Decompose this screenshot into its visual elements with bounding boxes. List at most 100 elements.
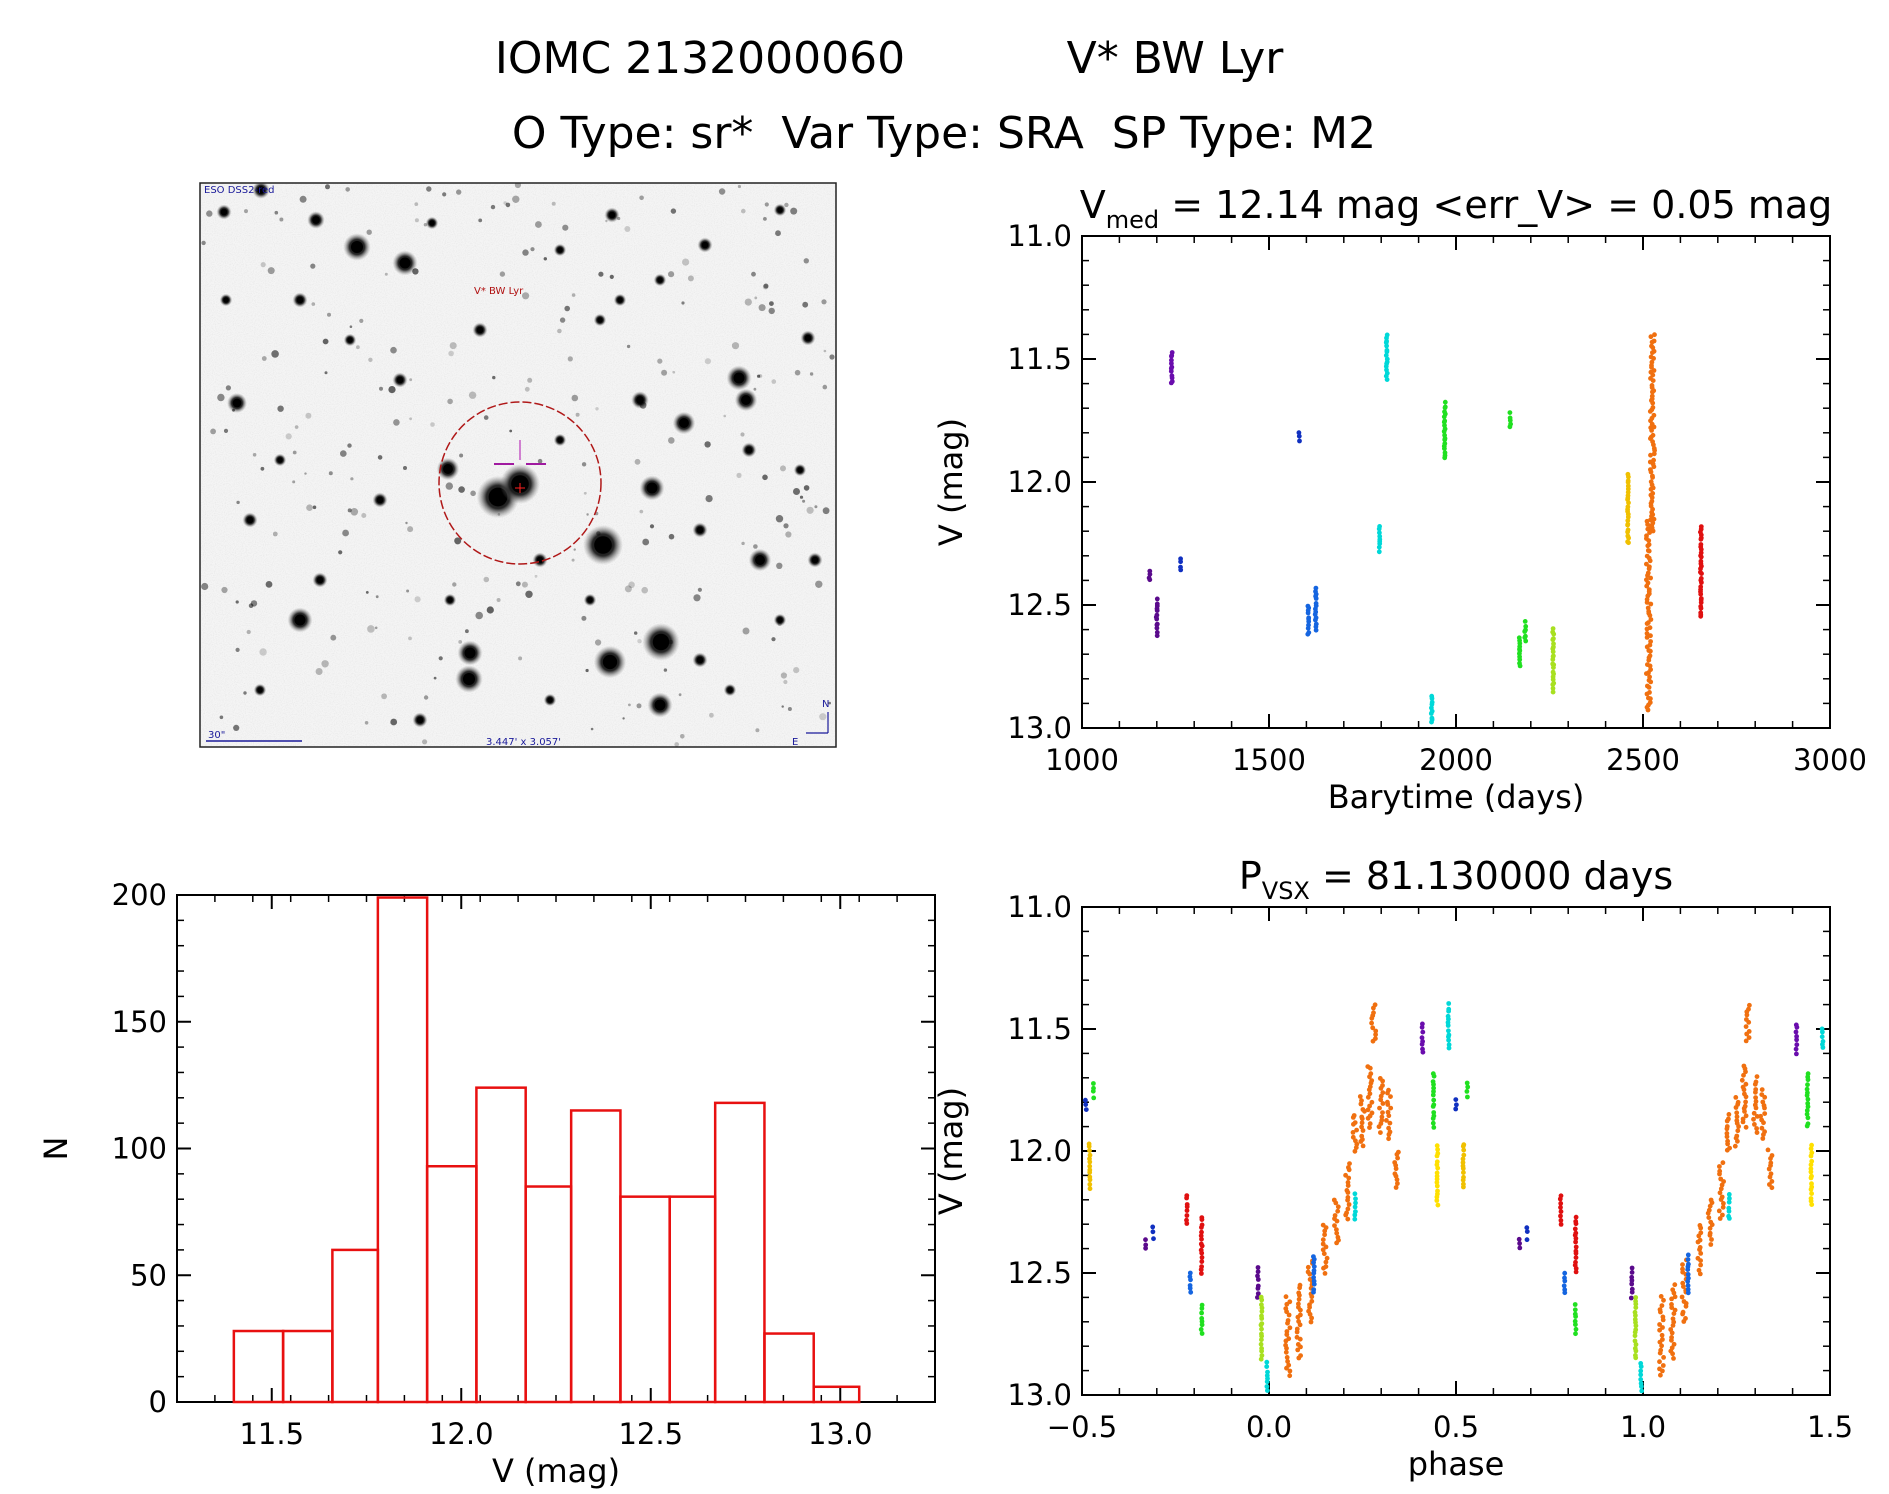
data-point	[1809, 1142, 1814, 1148]
sky-faint-star	[409, 417, 412, 421]
sky-faint-star	[525, 590, 533, 598]
y-axis-label: V (mag)	[932, 1087, 970, 1215]
data-point	[1305, 610, 1311, 616]
plot-frame	[1081, 235, 1831, 729]
data-point	[1759, 1125, 1765, 1131]
data-point	[1346, 1167, 1352, 1173]
data-point	[1087, 1182, 1093, 1187]
sky-faint-star	[777, 621, 782, 627]
data-point	[1657, 1339, 1663, 1345]
data-point	[1367, 1091, 1373, 1097]
data-point	[1446, 1034, 1451, 1040]
data-point	[1794, 1037, 1799, 1043]
data-point	[1743, 1069, 1748, 1075]
data-point	[1087, 1163, 1093, 1169]
data-point	[1264, 1359, 1270, 1365]
data-point	[1150, 1224, 1156, 1230]
sky-faint-star	[384, 272, 388, 276]
data-point	[1573, 1331, 1578, 1337]
sky-faint-star	[763, 283, 769, 289]
x-tick-label: 2500	[1606, 743, 1680, 777]
data-point	[1394, 1152, 1400, 1157]
sky-faint-star	[447, 398, 453, 405]
data-point	[1199, 1217, 1205, 1222]
data-point	[1573, 1266, 1579, 1271]
data-point	[1199, 1306, 1205, 1311]
sky-star-core	[547, 697, 553, 703]
data-point	[1809, 1202, 1815, 1207]
sky-faint-star	[762, 284, 769, 290]
data-point	[1794, 1051, 1799, 1057]
sky-faint-star	[775, 230, 781, 237]
data-point	[1683, 1303, 1689, 1309]
data-point	[1453, 1106, 1459, 1112]
data-point	[1743, 1099, 1748, 1105]
data-point	[1429, 702, 1435, 707]
data-point	[1352, 1148, 1358, 1154]
sky-faint-star	[452, 582, 457, 587]
sky-faint-star	[324, 371, 328, 375]
data-point	[1759, 1087, 1765, 1092]
sky-star-core	[557, 247, 563, 253]
sky-faint-star	[433, 676, 437, 680]
data-point	[1297, 1322, 1303, 1328]
data-point	[1255, 1265, 1261, 1270]
histogram-bar	[281, 1329, 334, 1404]
sky-faint-star	[709, 712, 714, 718]
data-point	[1805, 1082, 1810, 1088]
data-point	[1793, 1029, 1799, 1035]
data-point	[1550, 689, 1556, 695]
data-point	[1370, 1038, 1376, 1044]
sky-faint-star	[753, 387, 757, 391]
data-point	[1727, 1196, 1732, 1201]
data-point	[1695, 1239, 1701, 1245]
data-point	[1651, 464, 1657, 470]
data-point	[1346, 1175, 1352, 1181]
sky-faint-star	[780, 465, 786, 472]
data-point	[1743, 1113, 1749, 1119]
data-point	[1184, 1195, 1189, 1201]
data-point	[1644, 635, 1650, 640]
sky-faint-star	[445, 482, 453, 490]
data-point	[1387, 1120, 1393, 1126]
data-point	[1669, 1337, 1674, 1343]
sky-faint-star	[628, 581, 635, 589]
data-point	[1573, 1255, 1579, 1260]
sky-faint-star	[364, 721, 369, 725]
sky-faint-star	[235, 600, 239, 604]
data-point	[1147, 571, 1153, 577]
data-point	[1334, 1227, 1339, 1232]
sky-faint-star	[368, 357, 373, 362]
data-point	[1626, 540, 1631, 546]
x-axis-label: phase	[1408, 1445, 1505, 1483]
sky-faint-star	[265, 581, 273, 588]
sky-faint-star	[486, 606, 494, 614]
data-point	[1359, 1116, 1365, 1122]
data-point	[1388, 1094, 1393, 1099]
sky-faint-star	[248, 603, 254, 608]
sky-star-core	[277, 457, 283, 463]
sky-faint-star	[456, 189, 462, 195]
data-point	[1083, 1102, 1089, 1107]
y-axis-label: V (mag)	[932, 418, 970, 546]
data-point	[1297, 438, 1302, 444]
sky-faint-star	[814, 505, 818, 509]
data-point	[1154, 596, 1160, 602]
data-point	[1373, 1032, 1378, 1037]
data-point	[1762, 1105, 1767, 1111]
data-point	[1820, 1045, 1826, 1050]
data-point	[1808, 1187, 1814, 1192]
sky-faint-star	[524, 386, 530, 392]
data-point	[1551, 665, 1556, 670]
data-point	[1430, 1120, 1436, 1126]
data-point	[1573, 1250, 1579, 1256]
data-point	[1259, 1353, 1265, 1358]
data-point	[1633, 1305, 1639, 1310]
sky-faint-star	[259, 648, 267, 656]
sky-faint-star	[414, 202, 419, 207]
data-point	[1657, 1327, 1662, 1333]
data-point	[1284, 1309, 1289, 1315]
data-point	[1311, 1270, 1317, 1276]
sky-faint-star	[294, 425, 299, 429]
data-point	[1685, 1267, 1691, 1272]
